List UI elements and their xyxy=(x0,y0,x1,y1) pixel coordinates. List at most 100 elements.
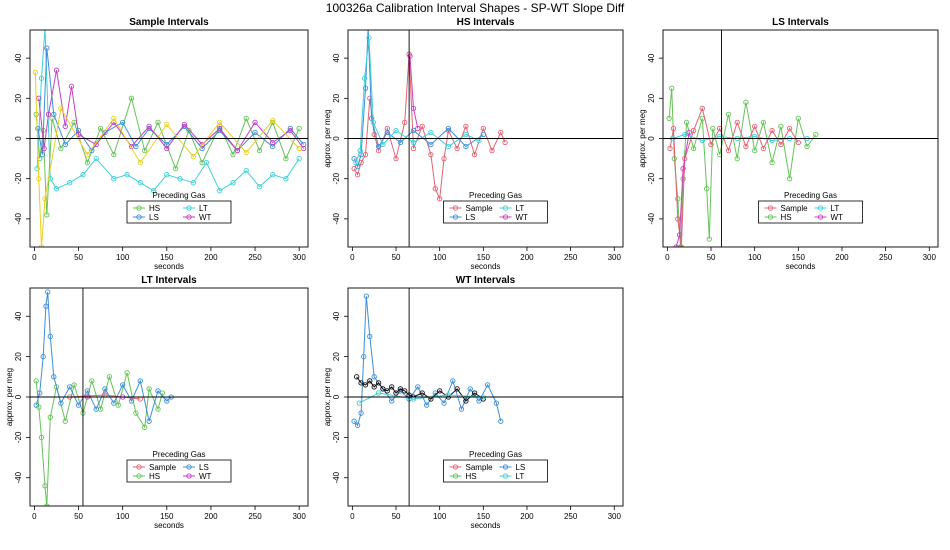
data-point-sp xyxy=(358,380,364,386)
legend-entry-label: LT xyxy=(831,204,840,213)
data-point-sample xyxy=(393,155,399,162)
data-point-ls xyxy=(84,388,91,394)
series-line-wt xyxy=(675,132,690,247)
legend: Preceding Gas HS LT LS WT xyxy=(126,191,232,224)
data-point-sample xyxy=(498,129,504,136)
data-point-ls xyxy=(75,402,82,408)
data-point-lt xyxy=(375,390,382,396)
data-point-yellow xyxy=(217,119,223,126)
legend-swatch-marker xyxy=(136,214,142,220)
y-tick-label: 40 xyxy=(332,53,341,62)
data-point-ls xyxy=(51,374,57,380)
legend-entry-label: HS xyxy=(781,213,792,222)
data-point-hs xyxy=(133,410,139,416)
legend-swatch-marker xyxy=(452,214,459,220)
legend-entry-label: WT xyxy=(516,213,529,222)
data-point-lt xyxy=(380,141,386,148)
data-point-ls xyxy=(51,111,57,118)
data-point-sp xyxy=(375,380,382,386)
data-point-lt xyxy=(203,159,210,166)
data-point-ls xyxy=(351,418,357,424)
data-point-lt xyxy=(270,172,276,178)
data-point-lt xyxy=(243,167,249,174)
data-point-lt xyxy=(357,147,363,154)
data-point-wt xyxy=(407,53,413,59)
data-point-ls xyxy=(354,422,361,428)
series-line-ls xyxy=(353,30,484,169)
legend-swatch-marker xyxy=(502,473,509,479)
data-point-ls xyxy=(44,45,50,51)
data-point-hs xyxy=(124,370,130,376)
data-point-yellow xyxy=(137,159,143,166)
data-point-sample xyxy=(708,141,714,148)
legend-title: Preceding Gas xyxy=(469,191,522,200)
data-point-lt xyxy=(43,30,47,31)
data-point-hs xyxy=(142,424,148,430)
legend-box xyxy=(443,200,548,224)
y-tick-label: 0 xyxy=(14,136,23,141)
y-tick-label: -20 xyxy=(647,172,656,184)
x-tick-label: 100 xyxy=(116,512,130,521)
data-point-lt xyxy=(370,119,376,126)
panel-title: Sample Intervals xyxy=(129,17,209,28)
data-point-ls xyxy=(384,129,390,136)
y-tick-label: 20 xyxy=(332,352,341,361)
data-point-ls xyxy=(39,151,46,158)
x-tick-label: 100 xyxy=(433,512,447,521)
y-tick-label: 40 xyxy=(14,311,23,320)
x-tick-label: 50 xyxy=(707,253,716,262)
x-axis-label: seconds xyxy=(471,262,501,271)
series-line-yellow xyxy=(34,72,300,247)
data-point-wt xyxy=(68,83,75,89)
legend-entry-label: LS xyxy=(149,213,159,222)
data-point-ls xyxy=(47,333,53,340)
x-tick-label: 100 xyxy=(433,253,447,262)
data-point-sample xyxy=(760,145,767,152)
y-axis-label: approx. per meg xyxy=(638,109,647,167)
data-point-wt xyxy=(181,121,188,128)
data-point-ls xyxy=(164,398,170,404)
y-tick-label: 20 xyxy=(14,352,23,361)
y-axis-label: approx. per meg xyxy=(323,368,332,426)
data-point-lt xyxy=(296,155,302,162)
series-line-wt xyxy=(38,70,305,152)
data-point-sample xyxy=(743,143,749,150)
x-tick-label: 150 xyxy=(477,512,491,521)
data-point-wt xyxy=(217,125,223,132)
data-point-ls xyxy=(458,406,465,412)
series-line-sample xyxy=(353,54,506,201)
legend-title: Preceding Gas xyxy=(153,450,206,459)
legend: Preceding Gas Sample LT HS WT xyxy=(758,191,863,224)
data-point-yellow xyxy=(36,176,42,182)
data-point-sp xyxy=(354,374,360,380)
y-axis-label: approx. per meg xyxy=(5,368,14,426)
data-point-wt xyxy=(146,123,152,130)
y-tick-label: 40 xyxy=(332,311,341,320)
data-point-lt xyxy=(256,184,263,190)
data-point-sample xyxy=(371,131,377,138)
data-point-hs xyxy=(38,434,45,441)
data-point-wt xyxy=(680,165,686,172)
legend: Preceding Gas Sample LT LS WT xyxy=(443,191,548,224)
legend-entry-label: LT xyxy=(516,472,525,481)
legend-swatch-marker xyxy=(502,214,509,220)
data-point-yellow xyxy=(58,105,64,112)
data-point-lt xyxy=(190,180,196,186)
data-point-ls xyxy=(415,384,421,390)
data-point-lt xyxy=(93,155,99,162)
data-point-lt xyxy=(111,176,117,182)
data-point-hs xyxy=(84,159,91,166)
data-point-hs xyxy=(725,111,732,118)
data-point-yellow xyxy=(111,115,117,122)
data-point-yellow xyxy=(42,196,48,202)
x-tick-label: 200 xyxy=(520,253,534,262)
data-point-sample xyxy=(690,127,697,134)
data-point-ls xyxy=(363,293,369,299)
data-point-lt xyxy=(34,165,40,172)
data-point-ls xyxy=(371,374,377,380)
y-tick-label: -20 xyxy=(14,431,23,443)
data-point-sample xyxy=(489,147,495,154)
y-tick-label: -40 xyxy=(14,471,23,483)
data-point-hs xyxy=(704,186,710,192)
data-point-lt xyxy=(230,180,236,186)
